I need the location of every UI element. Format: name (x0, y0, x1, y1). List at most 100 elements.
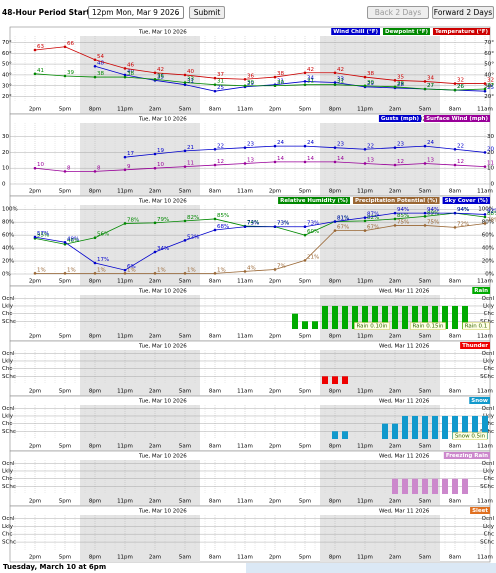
point (243, 77, 247, 81)
y-tick-label-right: Chc (484, 532, 494, 538)
point (333, 81, 337, 84)
y-tick-label: Chc (2, 421, 12, 427)
legend-swatch (460, 342, 490, 349)
time-label: 11pm (117, 279, 133, 285)
period-value[interactable]: 12pm Mon, Mar 9 2026 (92, 8, 180, 17)
data-label: 6% (127, 264, 136, 270)
data-label: 72% (457, 221, 469, 227)
legend-label: Wind Chill (°F) (333, 29, 378, 35)
night-shade (80, 350, 200, 396)
legend-swatch (331, 28, 380, 35)
y-tick-label-right: 30° (484, 83, 494, 89)
point (303, 71, 307, 75)
bar (412, 305, 418, 329)
series-line (34, 212, 486, 271)
time-label: 2pm (29, 389, 41, 395)
data-label: 55% (37, 232, 49, 238)
time-label: 2pm (269, 499, 281, 505)
bar (382, 423, 388, 439)
time-label: 11pm (357, 279, 373, 285)
data-label: 22 (457, 143, 464, 149)
point (153, 71, 157, 75)
point (363, 229, 367, 232)
y-tick-label-right: 10 (487, 166, 494, 172)
time-label: 5pm (299, 279, 311, 285)
point (243, 84, 247, 88)
time-label: 8am (209, 555, 221, 561)
time-label: 8am (209, 279, 221, 285)
bar (332, 376, 338, 384)
point (273, 268, 277, 271)
time-label: 8pm (89, 107, 101, 113)
point (123, 168, 127, 172)
point (33, 235, 37, 239)
point (423, 87, 427, 91)
data-label: 42 (157, 67, 164, 73)
data-label: 29 (397, 81, 404, 87)
time-label: 11pm (357, 444, 373, 450)
submit-button[interactable]: Submit (189, 6, 225, 19)
point (363, 147, 367, 151)
date-label: Wed, Mar 11 2026 (379, 289, 430, 295)
series-line (35, 223, 486, 274)
point (213, 89, 217, 93)
data-label: 57% (37, 231, 49, 237)
data-label: 35 (397, 74, 404, 80)
time-label: 11am (477, 107, 493, 113)
point (333, 229, 337, 232)
point (183, 83, 187, 86)
time-label: 2am (389, 334, 401, 340)
time-label: 8am (209, 389, 221, 395)
bar (392, 305, 398, 329)
night-shade (320, 295, 440, 341)
y-tick-label: Lkly (2, 413, 14, 419)
data-label: 60% (307, 229, 319, 235)
legend-label: Sleet (472, 508, 488, 514)
point (213, 217, 217, 221)
time-label: 5pm (299, 107, 311, 113)
point (303, 259, 307, 262)
time-label: 11am (477, 555, 493, 561)
point (243, 146, 247, 149)
time-label: 8pm (329, 389, 341, 395)
point (123, 75, 127, 79)
point (483, 82, 487, 85)
data-label: 67% (367, 225, 379, 231)
data-label: 26 (457, 84, 464, 90)
data-label: 17% (97, 257, 109, 263)
data-label: 1% (37, 267, 46, 273)
bar (402, 305, 408, 329)
point (333, 160, 337, 164)
y-tick-label-right: Lkly (483, 468, 495, 474)
data-label: 7% (277, 263, 286, 269)
legend-label: Dewpoint (°F) (385, 29, 428, 35)
point (213, 272, 217, 275)
time-label: 8am (209, 107, 221, 113)
data-label: 22 (217, 143, 224, 149)
data-label: 66 (67, 41, 74, 47)
time-label: 5am (179, 555, 191, 561)
dropdown-arrow[interactable]: ⌄ (173, 8, 180, 17)
amount-label: Rain 0.15in (412, 324, 444, 330)
legend-label: Thunder (462, 343, 488, 349)
y-tick-label-right: Chc (484, 476, 494, 482)
time-label: 5pm (59, 279, 71, 285)
y-tick-label-right: Chc (484, 311, 494, 317)
data-label: 32 (487, 78, 494, 84)
time-label: 8am (449, 389, 461, 395)
data-label: 54 (97, 54, 104, 60)
forward-button[interactable]: Forward 2 Days (432, 6, 494, 19)
y-tick-label: 20 (2, 150, 9, 156)
y-tick-label: 50° (2, 62, 12, 68)
period-select[interactable]: 12pm Mon, Mar 9 2026 ⌄ (88, 6, 184, 19)
legend-label: Surface Wind (mph) (426, 116, 488, 122)
time-label: 8am (449, 555, 461, 561)
data-label: 78% (127, 217, 139, 223)
data-label: 17 (127, 151, 134, 157)
point (453, 163, 457, 167)
point (33, 166, 37, 170)
data-label: 21 (187, 145, 194, 151)
y-tick-label-right: 20 (487, 150, 494, 156)
night-shade (320, 405, 440, 451)
data-label: 29 (247, 81, 254, 87)
